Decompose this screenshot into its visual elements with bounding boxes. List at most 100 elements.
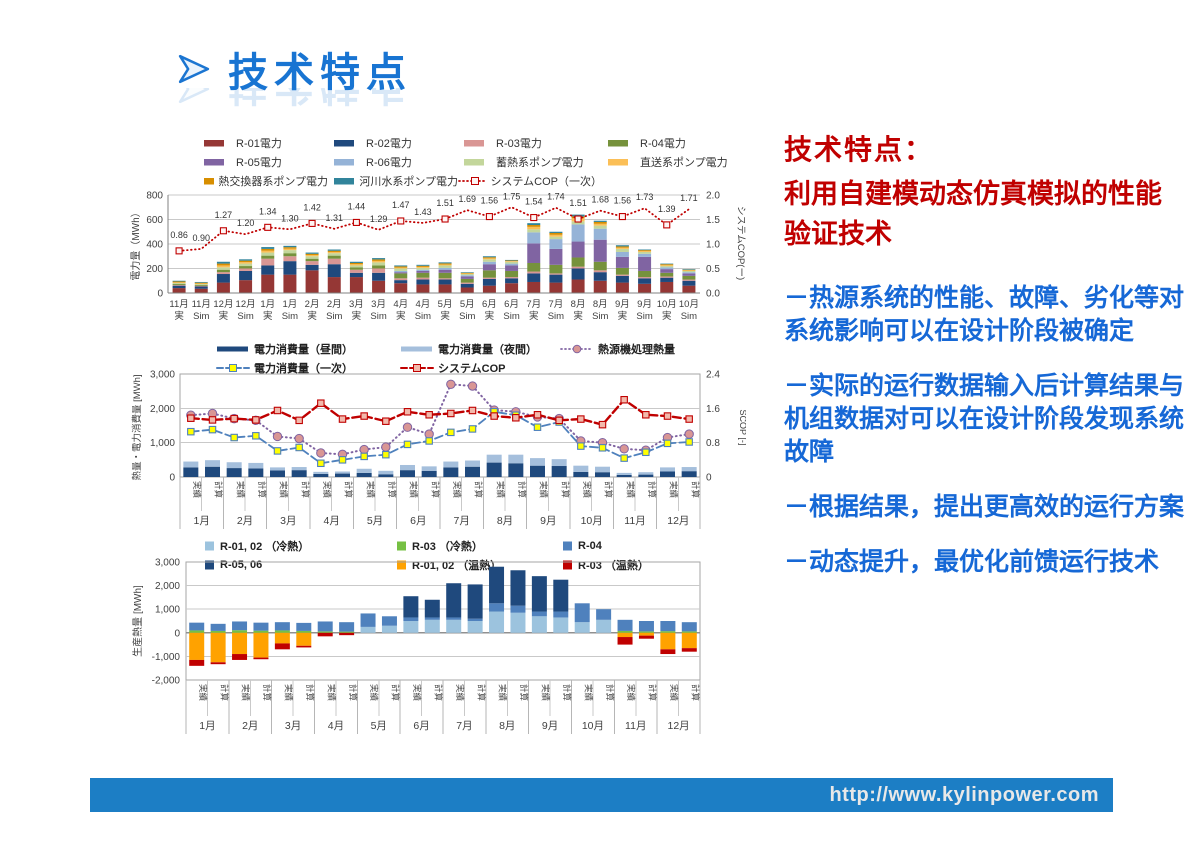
footer-url[interactable]: http://www.kylinpower.com bbox=[829, 783, 1099, 806]
svg-text:4月: 4月 bbox=[393, 299, 408, 310]
svg-text:12月: 12月 bbox=[667, 515, 689, 527]
legend-swatch-line bbox=[560, 344, 594, 354]
svg-text:1.44: 1.44 bbox=[348, 201, 366, 211]
svg-text:実: 実 bbox=[662, 310, 672, 322]
svg-text:計算: 計算 bbox=[605, 684, 615, 702]
svg-text:実: 実 bbox=[174, 310, 184, 322]
svg-text:実績: 実績 bbox=[669, 684, 679, 702]
svg-text:計算: 計算 bbox=[348, 684, 358, 702]
svg-text:計算: 計算 bbox=[433, 684, 443, 702]
svg-text:1.27: 1.27 bbox=[215, 210, 233, 220]
legend-swatch-color bbox=[334, 159, 354, 166]
svg-text:1,000: 1,000 bbox=[155, 605, 180, 616]
legend-swatch-color bbox=[464, 140, 484, 147]
svg-text:実績: 実績 bbox=[365, 481, 375, 499]
svg-text:実: 実 bbox=[219, 310, 229, 322]
legend-swatch-color bbox=[217, 346, 248, 352]
legend-item: R-03電力 bbox=[458, 135, 602, 151]
svg-text:1.30: 1.30 bbox=[281, 213, 299, 223]
svg-text:-1,000: -1,000 bbox=[152, 652, 181, 663]
svg-text:11月: 11月 bbox=[169, 299, 188, 310]
svg-text:実: 実 bbox=[352, 310, 362, 322]
svg-text:実績: 実績 bbox=[498, 684, 508, 702]
svg-text:Sim: Sim bbox=[415, 311, 431, 322]
svg-text:計算: 計算 bbox=[391, 684, 401, 702]
svg-text:7月: 7月 bbox=[453, 515, 469, 527]
svg-text:実: 実 bbox=[485, 310, 495, 322]
chart3-heat-production: 実績 計算 実績 計算 実績 計算 実績 計算 実績 計算 実績 計算 実績 計算 実績 計算 実績 計算 実績 計算… bbox=[131, 558, 701, 734]
panel-bullets: －热源系统的性能、故障、劣化等对系统影响可以在设计阶段被确定 －实际的运行数据输入… bbox=[784, 282, 1184, 579]
svg-text:0: 0 bbox=[706, 473, 712, 484]
svg-text:5月: 5月 bbox=[371, 720, 387, 732]
svg-text:10月: 10月 bbox=[581, 515, 603, 527]
legend-swatch-color bbox=[464, 159, 484, 166]
svg-text:計算: 計算 bbox=[519, 684, 529, 702]
svg-text:実: 実 bbox=[263, 310, 273, 322]
svg-text:2.0: 2.0 bbox=[706, 191, 720, 202]
svg-text:3月: 3月 bbox=[280, 515, 296, 527]
legend-swatch-color bbox=[204, 159, 224, 166]
svg-text:1月: 1月 bbox=[193, 515, 209, 527]
svg-text:1.56: 1.56 bbox=[614, 196, 632, 206]
chart1-electric-power-cop: 0.86 0.90 1.27 1.20 1.34 1.30 1.42 1.31 1.44 1.29… bbox=[129, 191, 746, 323]
svg-text:実績: 実績 bbox=[455, 684, 465, 702]
svg-text:2月: 2月 bbox=[242, 720, 258, 732]
svg-text:計算: 計算 bbox=[604, 481, 614, 499]
svg-text:計算: 計算 bbox=[305, 684, 315, 702]
svg-text:1.73: 1.73 bbox=[636, 192, 654, 202]
svg-text:10月: 10月 bbox=[657, 299, 677, 310]
legend-item: R-01, 02 （温熱） bbox=[396, 557, 562, 573]
legend-label: R-04 bbox=[578, 540, 602, 552]
svg-text:Sim: Sim bbox=[548, 311, 564, 322]
svg-text:2,000: 2,000 bbox=[155, 581, 180, 592]
svg-text:9月: 9月 bbox=[637, 299, 652, 310]
legend-item: システムCOP bbox=[400, 360, 560, 376]
legend-item: 電力消費量（昼間） bbox=[216, 341, 400, 357]
svg-text:実績: 実績 bbox=[412, 684, 422, 702]
svg-text:計算: 計算 bbox=[647, 481, 657, 499]
legend-swatch-color bbox=[334, 140, 354, 147]
svg-text:1月: 1月 bbox=[260, 299, 275, 310]
feature-bullet: －热源系统的性能、故障、劣化等对系统影响可以在设计阶段被确定 bbox=[784, 284, 1185, 345]
svg-text:4月: 4月 bbox=[328, 720, 344, 732]
svg-text:8月: 8月 bbox=[499, 720, 515, 732]
svg-text:実績: 実績 bbox=[235, 481, 245, 499]
legend-item: R-02電力 bbox=[328, 135, 458, 151]
legend-swatch-color bbox=[334, 178, 354, 185]
feature-text-panel: 技术特点： 利用自建模动态仿真模拟的性能验证技术 －热源系统的性能、故障、劣化等… bbox=[784, 128, 1184, 601]
svg-text:9月: 9月 bbox=[542, 720, 558, 732]
legend-label: R-05電力 bbox=[236, 157, 282, 169]
legend-label: 直送系ポンプ電力 bbox=[640, 157, 728, 169]
svg-text:1.34: 1.34 bbox=[259, 206, 277, 216]
svg-text:8月: 8月 bbox=[497, 515, 513, 527]
svg-text:実: 実 bbox=[396, 310, 406, 322]
legend-label: R-03 （冷熱） bbox=[412, 541, 483, 553]
svg-text:1.69: 1.69 bbox=[458, 194, 476, 204]
svg-text:実績: 実績 bbox=[241, 684, 251, 702]
svg-text:0: 0 bbox=[174, 628, 180, 639]
svg-text:6月: 6月 bbox=[482, 299, 497, 310]
legend-label: R-06電力 bbox=[366, 157, 412, 169]
legend-swatch-color bbox=[205, 560, 214, 570]
svg-text:1.6: 1.6 bbox=[706, 404, 720, 415]
svg-text:1.29: 1.29 bbox=[370, 214, 388, 224]
title-text: 技术特点 bbox=[228, 51, 412, 95]
svg-text:0.5: 0.5 bbox=[706, 264, 720, 275]
svg-text:Sim: Sim bbox=[193, 311, 209, 322]
svg-text:計算: 計算 bbox=[562, 684, 572, 702]
svg-text:1.54: 1.54 bbox=[525, 197, 543, 207]
legend-swatch-color bbox=[563, 560, 572, 570]
legend-swatch-color bbox=[204, 140, 224, 147]
legend-swatch-line bbox=[458, 177, 487, 185]
svg-text:2.4: 2.4 bbox=[706, 370, 720, 381]
legend-item: 熱交換器系ポンプ電力 bbox=[198, 173, 328, 189]
svg-text:実績: 実績 bbox=[541, 684, 551, 702]
panel-heading: 技术特点： bbox=[784, 134, 935, 165]
svg-text:5月: 5月 bbox=[460, 299, 475, 310]
svg-text:12月: 12月 bbox=[236, 299, 256, 310]
svg-text:計算: 計算 bbox=[648, 684, 658, 702]
legend-label: 熱源機処理熱量 bbox=[598, 344, 675, 356]
svg-text:計算: 計算 bbox=[430, 481, 440, 499]
svg-text:2月: 2月 bbox=[237, 515, 253, 527]
svg-text:Sim: Sim bbox=[592, 311, 608, 322]
